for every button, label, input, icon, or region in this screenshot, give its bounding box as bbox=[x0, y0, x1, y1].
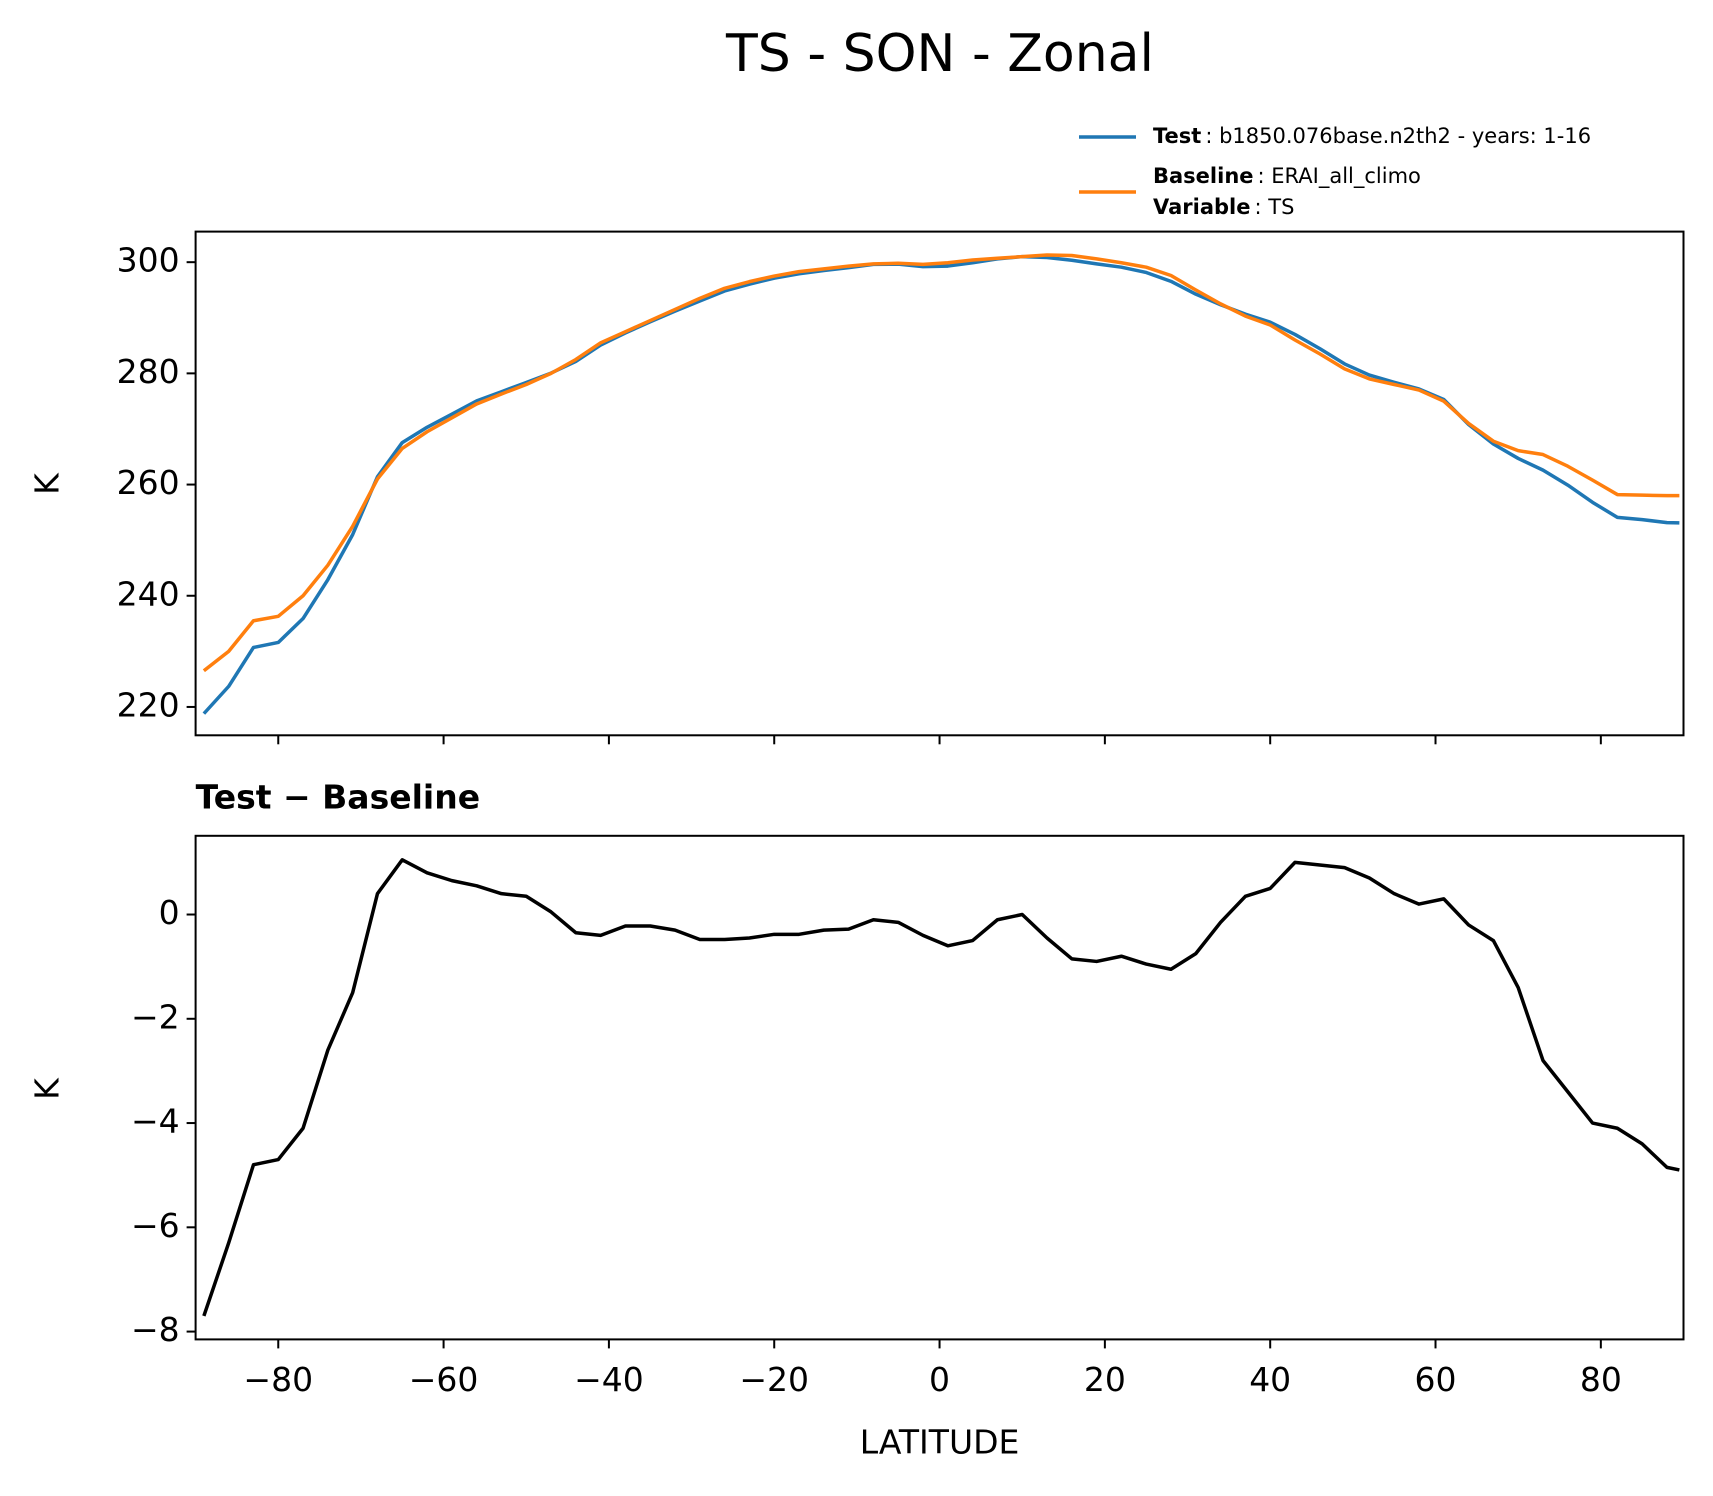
y-tick-label: −4 bbox=[131, 1102, 180, 1141]
y-tick-label: 300 bbox=[117, 241, 180, 280]
data-line bbox=[202, 253, 1680, 673]
legend-text: Variable: TS bbox=[1153, 195, 1294, 219]
x-axis-label: LATITUDE bbox=[860, 1423, 1020, 1462]
axes-frame bbox=[194, 230, 1685, 737]
y-tick-label: 0 bbox=[159, 893, 180, 932]
data-line bbox=[202, 858, 1680, 1317]
x-tick-label: 40 bbox=[1249, 1360, 1291, 1399]
legend-text: Baseline: ERAI_all_climo bbox=[1153, 164, 1421, 189]
y-tick-label: 260 bbox=[117, 463, 180, 502]
x-tick-label: −20 bbox=[739, 1360, 809, 1399]
y-axis-label: K bbox=[28, 472, 67, 495]
legend-text: Test: b1850.076base.n2th2 - years: 1-16 bbox=[1153, 124, 1591, 148]
legend-description: : TS bbox=[1254, 195, 1294, 219]
x-tick-label: 20 bbox=[1084, 1360, 1126, 1399]
y-tick-label: 220 bbox=[117, 685, 180, 724]
legend-description: : ERAI_all_climo bbox=[1258, 164, 1421, 189]
y-axis-label: K bbox=[28, 1077, 67, 1100]
data-line bbox=[202, 254, 1680, 715]
y-tick-label: −2 bbox=[131, 997, 180, 1036]
x-tick-label: 80 bbox=[1580, 1360, 1622, 1399]
axes-frame bbox=[194, 834, 1685, 1341]
x-tick-label: −60 bbox=[409, 1360, 479, 1399]
x-tick-label: −80 bbox=[243, 1360, 313, 1399]
plot-area bbox=[202, 858, 1680, 1317]
x-tick-label: 0 bbox=[929, 1360, 950, 1399]
legend-name: Variable bbox=[1153, 195, 1250, 219]
legend-name: Baseline bbox=[1153, 164, 1254, 188]
y-tick-label: −8 bbox=[131, 1310, 180, 1349]
y-tick-label: 240 bbox=[117, 574, 180, 613]
legend-description: : b1850.076base.n2th2 - years: 1-16 bbox=[1205, 124, 1591, 148]
figure-title: TS - SON - Zonal bbox=[725, 24, 1154, 84]
subplot-title: Test − Baseline bbox=[196, 778, 481, 817]
plot-area bbox=[202, 253, 1680, 715]
y-tick-label: −6 bbox=[131, 1206, 180, 1245]
x-tick-label: 60 bbox=[1415, 1360, 1457, 1399]
x-tick-label: −40 bbox=[574, 1360, 644, 1399]
y-tick-label: 280 bbox=[117, 352, 180, 391]
legend-name: Test bbox=[1153, 124, 1201, 148]
